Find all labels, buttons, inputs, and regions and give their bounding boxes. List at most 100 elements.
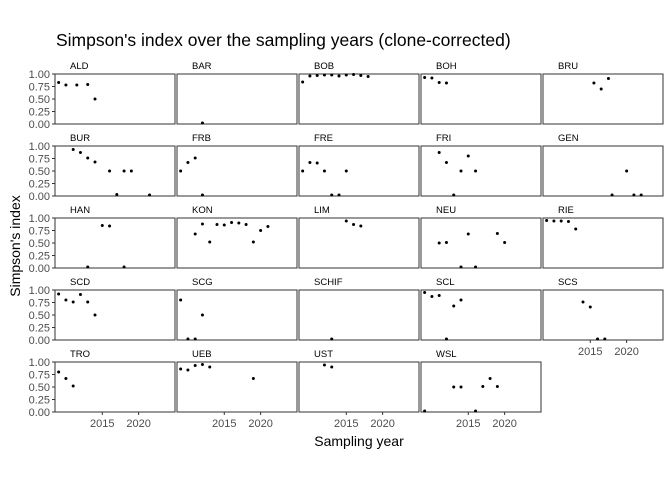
panel-frame-gen bbox=[542, 145, 664, 197]
y-tick-label: 0.00 bbox=[29, 263, 50, 275]
panel-bar: BAR bbox=[176, 61, 298, 125]
data-point-fri-5 bbox=[474, 169, 478, 173]
data-point-neu-5 bbox=[495, 232, 499, 235]
data-point-wsl-6 bbox=[495, 385, 499, 388]
panel-frame-fri bbox=[420, 145, 542, 197]
data-point-wsl-4 bbox=[481, 385, 485, 388]
y-tick-label: 0.50 bbox=[29, 310, 50, 322]
data-point-kon-5 bbox=[230, 221, 234, 224]
panel-han: HAN 0.000.250.500.751.00 bbox=[29, 205, 176, 275]
panel-frame-wsl bbox=[420, 361, 542, 413]
y-tick-label: 0.25 bbox=[29, 322, 50, 334]
data-point-han-2 bbox=[108, 224, 112, 228]
data-point-bur-6 bbox=[122, 169, 126, 173]
data-point-bur-3 bbox=[93, 160, 97, 164]
panel-frame-bob bbox=[298, 73, 420, 125]
panel-bob: BOB bbox=[298, 61, 420, 125]
data-point-boh-2 bbox=[437, 81, 441, 84]
data-point-scs-1 bbox=[588, 305, 592, 309]
strip-label-ald: ALD bbox=[70, 61, 89, 72]
data-point-fri-3 bbox=[459, 169, 463, 173]
panel-frame-ueb bbox=[176, 361, 298, 413]
data-point-kon-8 bbox=[251, 240, 255, 244]
data-point-kon-7 bbox=[244, 223, 248, 226]
y-tick-label: 0.00 bbox=[29, 191, 50, 203]
data-point-kon-4 bbox=[222, 223, 226, 227]
x-tick-label: 2020 bbox=[370, 418, 394, 430]
strip-label-boh: BOH bbox=[436, 61, 457, 72]
panel-frame-bur bbox=[54, 145, 176, 197]
data-point-bob-0 bbox=[301, 80, 305, 84]
data-point-gen-0 bbox=[610, 193, 614, 197]
strip-label-ust: UST bbox=[314, 349, 333, 360]
data-point-wsl-5 bbox=[488, 377, 492, 380]
panel-kon: KON bbox=[176, 205, 298, 269]
data-point-bar-0 bbox=[200, 121, 204, 125]
data-point-gen-1 bbox=[625, 169, 629, 173]
strip-label-scs: SCS bbox=[558, 277, 578, 288]
x-axis-label: Sampling year bbox=[314, 433, 404, 449]
data-point-lim-1 bbox=[352, 223, 356, 226]
panel-fre: FRE bbox=[298, 133, 420, 197]
data-point-ald-4 bbox=[93, 97, 97, 101]
x-tick-label: 2020 bbox=[248, 418, 272, 430]
strip-label-bur: BUR bbox=[70, 133, 90, 144]
panel-frame-fre bbox=[298, 145, 420, 197]
data-point-kon-3 bbox=[215, 223, 219, 226]
panel-bur: BUR 0.000.250.500.751.00 bbox=[29, 133, 176, 203]
data-point-neu-0 bbox=[437, 241, 441, 245]
data-point-rie-0 bbox=[545, 219, 549, 222]
panel-neu: NEU bbox=[420, 205, 542, 269]
data-point-frb-1 bbox=[186, 161, 190, 164]
strip-label-gen: GEN bbox=[558, 133, 579, 144]
data-point-ald-1 bbox=[64, 83, 68, 87]
data-point-bob-1 bbox=[308, 74, 312, 78]
panel-tro: TRO 0.000.250.500.751.00 2015 2020 bbox=[29, 349, 176, 430]
strip-label-han: HAN bbox=[70, 205, 90, 216]
data-point-lim-0 bbox=[344, 219, 348, 223]
y-tick-label: 1.00 bbox=[29, 285, 50, 297]
panel-ald: ALD 0.000.250.500.751.00 bbox=[29, 61, 176, 131]
data-point-rie-2 bbox=[559, 219, 563, 223]
data-point-neu-3 bbox=[466, 232, 470, 236]
data-point-scd-5 bbox=[93, 313, 97, 317]
panel-frame-rie bbox=[542, 217, 664, 269]
y-tick-label: 1.00 bbox=[29, 141, 50, 153]
data-point-fri-2 bbox=[452, 193, 456, 197]
panel-scs: SCS 2015 2020 bbox=[542, 277, 664, 358]
panel-gen: GEN bbox=[542, 133, 664, 197]
data-point-scl-4 bbox=[452, 304, 456, 308]
y-tick-label: 0.25 bbox=[29, 250, 50, 262]
data-point-bur-4 bbox=[108, 169, 112, 173]
panel-frame-kon bbox=[176, 217, 298, 269]
data-point-fre-5 bbox=[337, 193, 341, 197]
y-tick-label: 0.00 bbox=[29, 119, 50, 131]
data-point-gen-2 bbox=[632, 193, 636, 197]
chart-title: Simpson's index over the sampling years … bbox=[56, 30, 511, 50]
data-point-ueb-1 bbox=[186, 368, 190, 372]
strip-label-bru: BRU bbox=[558, 61, 578, 72]
data-point-lim-2 bbox=[359, 224, 363, 228]
data-point-han-0 bbox=[86, 265, 90, 269]
strip-label-bar: BAR bbox=[192, 61, 212, 72]
panel-fri: FRI bbox=[420, 133, 542, 197]
panel-bru: BRU bbox=[542, 61, 664, 125]
data-point-tro-2 bbox=[71, 384, 75, 388]
data-point-wsl-2 bbox=[459, 385, 463, 389]
strip-label-tro: TRO bbox=[70, 349, 90, 360]
data-point-ueb-4 bbox=[208, 365, 212, 369]
x-tick-label: 2015 bbox=[212, 418, 236, 430]
strip-label-scl: SCL bbox=[436, 277, 454, 288]
strip-label-rie: RIE bbox=[558, 205, 574, 216]
data-point-rie-3 bbox=[566, 220, 570, 223]
data-point-scd-2 bbox=[71, 300, 75, 304]
data-point-tro-1 bbox=[64, 377, 68, 380]
data-point-frb-2 bbox=[193, 156, 197, 160]
data-point-scg-3 bbox=[200, 313, 204, 317]
data-point-fre-6 bbox=[344, 169, 348, 173]
panel-scd: SCD 0.000.250.500.751.00 bbox=[29, 277, 176, 347]
y-axis-label: Simpson's index bbox=[7, 195, 23, 297]
data-point-frb-0 bbox=[179, 169, 183, 173]
strip-label-scd: SCD bbox=[70, 277, 90, 288]
data-point-fre-3 bbox=[322, 169, 326, 173]
